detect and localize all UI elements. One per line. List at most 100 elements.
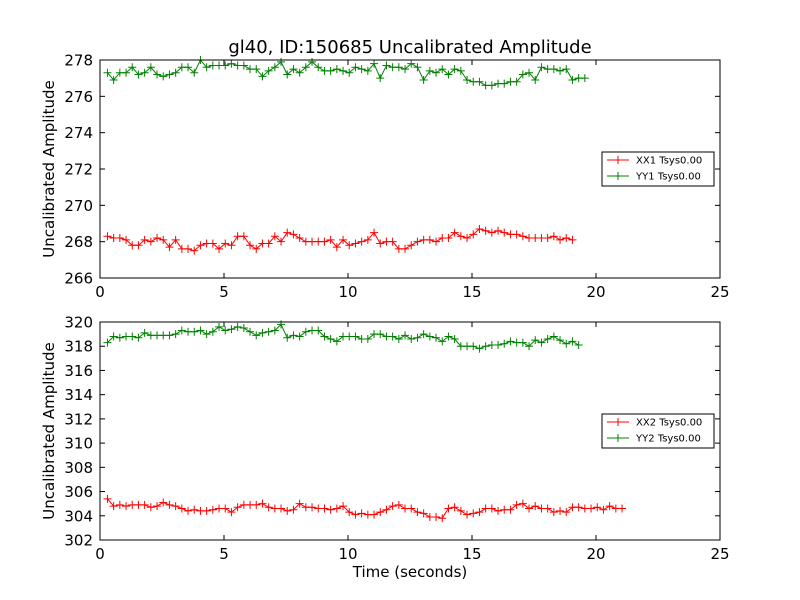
data-point [326, 66, 335, 75]
data-point [413, 508, 422, 517]
data-point [159, 72, 168, 81]
data-point [165, 70, 174, 79]
y-tick-label: 304 [64, 507, 93, 525]
data-point [506, 505, 515, 514]
data-point [109, 332, 118, 341]
data-point [184, 244, 193, 253]
data-point [556, 235, 565, 244]
x-tick-label: 25 [710, 545, 729, 563]
chart-top: 0 5 10 15 20 25 266 268 270 272 274 276 278 Uncalibr… [40, 52, 730, 302]
data-point [202, 506, 211, 515]
data-point [159, 235, 168, 244]
data-point [525, 342, 534, 351]
data-point [177, 326, 186, 335]
data-point [165, 243, 174, 252]
data-point [543, 234, 552, 243]
y-tick-label: 310 [64, 435, 93, 453]
legend-label: YY2 Tsys0.00 [635, 434, 701, 445]
data-point [549, 508, 558, 517]
data-point [264, 66, 273, 75]
data-point [171, 502, 180, 511]
data-point [500, 228, 509, 237]
data-point [103, 68, 112, 77]
data-point [376, 74, 385, 83]
data-point [500, 339, 509, 348]
data-point [500, 79, 509, 88]
data-point [270, 63, 279, 72]
data-point [568, 75, 577, 84]
data-point [556, 66, 565, 75]
data-point [537, 338, 546, 347]
data-point [376, 239, 385, 248]
data-point [432, 68, 441, 77]
legend-box [601, 151, 715, 187]
x-tick-label: 0 [95, 545, 105, 563]
data-point [562, 339, 571, 348]
data-point [289, 230, 298, 239]
data-point [134, 241, 143, 250]
data-point [518, 338, 527, 347]
data-point [444, 70, 453, 79]
data-point [456, 232, 465, 241]
data-point [525, 68, 534, 77]
data-point [463, 234, 472, 243]
data-point [190, 327, 199, 336]
series-layer-top [103, 56, 589, 255]
data-point [456, 506, 465, 515]
y-tick-label: 314 [64, 386, 93, 404]
y-axis-label-bottom: Uncalibrated Amplitude [40, 342, 58, 519]
data-point [184, 506, 193, 515]
data-point [401, 65, 410, 74]
x-tick-label: 20 [586, 283, 605, 301]
data-point [469, 342, 478, 351]
data-point [425, 332, 434, 341]
data-point [153, 502, 162, 511]
data-point [512, 230, 521, 239]
series-xx2 [103, 494, 627, 523]
data-point [444, 234, 453, 243]
data-point [487, 228, 496, 237]
y-tick-label: 276 [64, 88, 93, 106]
data-point [190, 68, 199, 77]
data-point [518, 499, 527, 508]
y-tick-label: 270 [64, 197, 93, 215]
series-yy2 [103, 320, 583, 353]
data-point [444, 332, 453, 341]
legend-label: XX1 Tsys0.00 [636, 156, 702, 167]
data-point [432, 512, 441, 521]
data-point [562, 65, 571, 74]
y-tick-label: 316 [64, 362, 93, 380]
data-point [599, 505, 608, 514]
data-point [425, 66, 434, 75]
data-point [239, 61, 248, 70]
data-point [357, 509, 366, 518]
y-tick-label: 302 [64, 532, 93, 550]
data-point [450, 334, 459, 343]
data-point [605, 502, 614, 511]
data-point [134, 70, 143, 79]
data-point [221, 504, 230, 513]
data-point [432, 333, 441, 342]
data-point [134, 333, 143, 342]
data-point [481, 226, 490, 235]
data-point [122, 502, 131, 511]
data-point [345, 241, 354, 250]
data-point [332, 65, 341, 74]
data-point [171, 68, 180, 77]
data-point [351, 63, 360, 72]
data-point [419, 330, 428, 339]
data-point [537, 63, 546, 72]
x-axis-label-bottom: Time (seconds) [352, 563, 468, 581]
legend-bottom: XX2 Tsys0.00 YY2 Tsys0.00 [601, 413, 715, 449]
data-point [109, 75, 118, 84]
data-point [301, 327, 310, 336]
data-point [146, 503, 155, 512]
data-point [227, 241, 236, 250]
legend-top: XX1 Tsys0.00 YY1 Tsys0.00 [601, 151, 715, 187]
data-point [252, 500, 261, 509]
data-point [401, 244, 410, 253]
data-point [463, 510, 472, 519]
data-point [556, 336, 565, 345]
data-point [239, 324, 248, 333]
